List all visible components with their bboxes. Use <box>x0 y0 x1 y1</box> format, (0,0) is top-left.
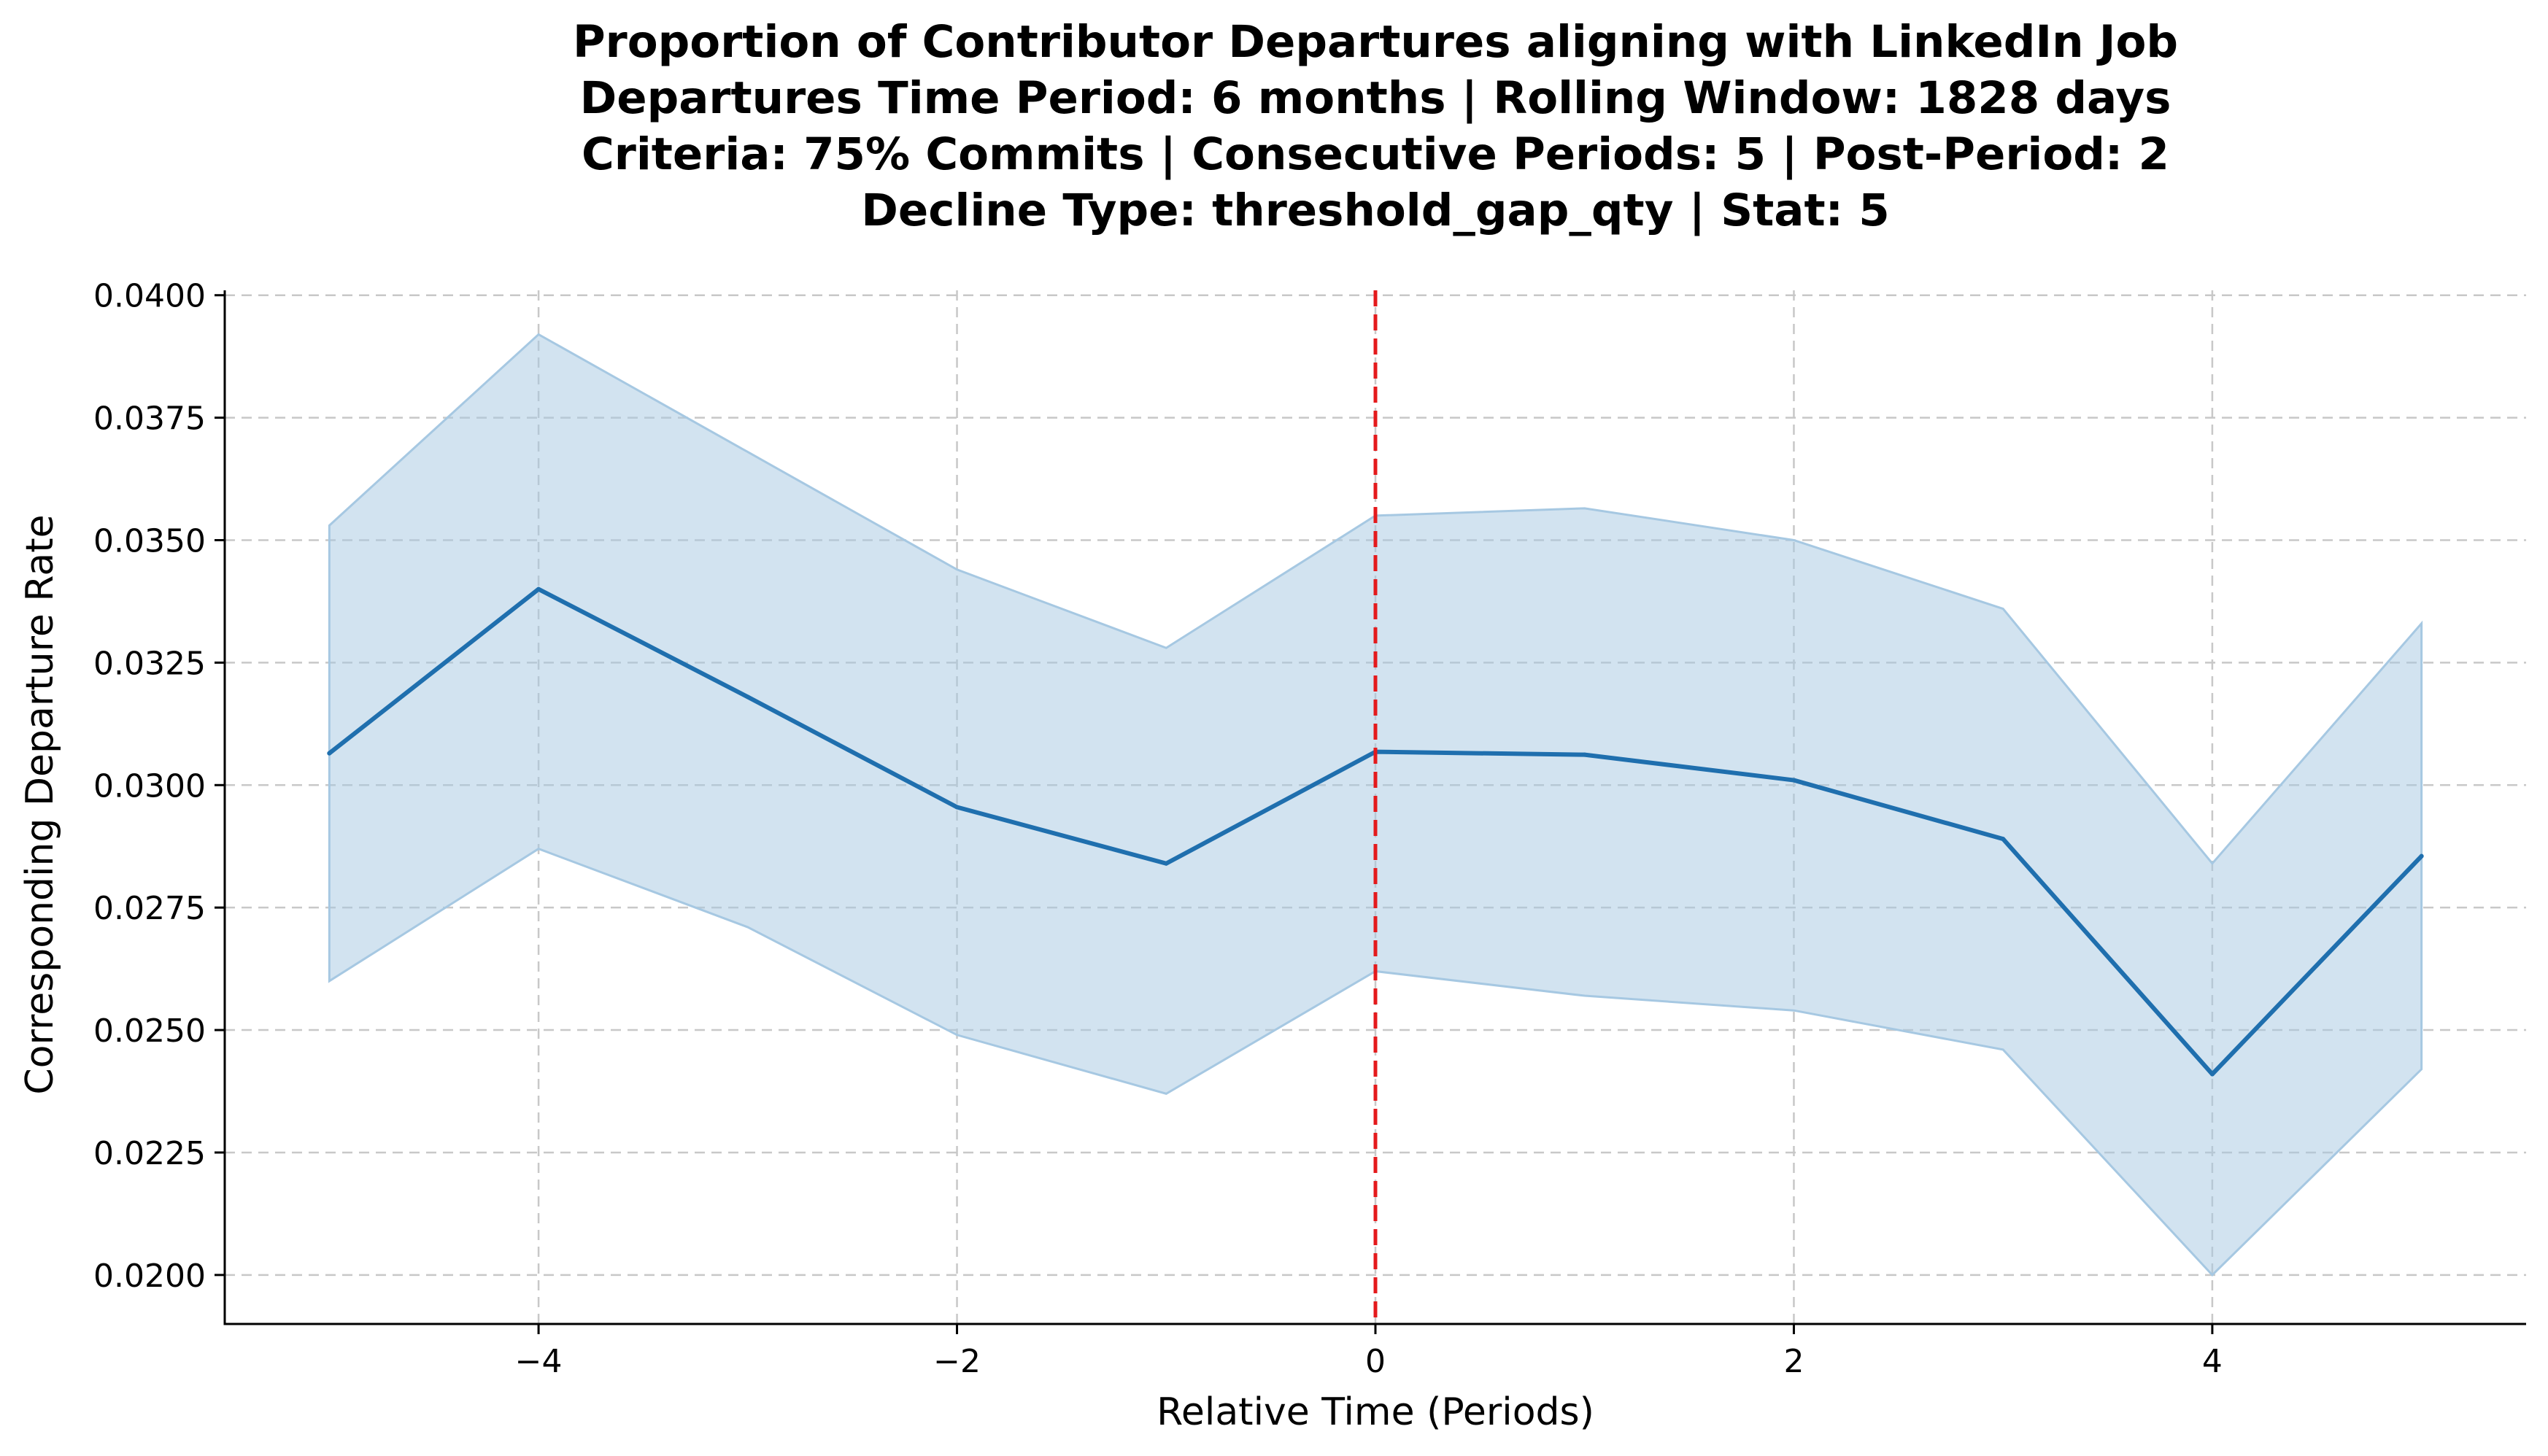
data-point-9 <box>2209 1072 2215 1077</box>
x-tick-label-3: 2 <box>1783 1343 1804 1380</box>
y-tick-label-7: 0.0375 <box>93 400 206 438</box>
title-line-2: Departures Time Period: 6 months | Rolli… <box>580 72 2171 124</box>
x-tick-label-0: −4 <box>515 1343 563 1380</box>
data-point-4 <box>1164 861 1169 866</box>
x-tick-label-4: 4 <box>2202 1343 2223 1380</box>
title-line-3: Criteria: 75% Commits | Consecutive Peri… <box>582 128 2169 180</box>
data-point-3 <box>954 805 960 810</box>
y-axis-label: Corresponding Departure Rate <box>18 514 62 1094</box>
title-line-1: Proportion of Contributor Departures ali… <box>573 16 2178 68</box>
y-ticks: 0.0200 0.0225 0.0250 0.0275 0.0300 0.0325 0.03… <box>93 278 225 1295</box>
title-line-4: Decline Type: threshold_gap_qty | Stat: … <box>861 185 1889 236</box>
y-tick-label-1: 0.0225 <box>93 1135 206 1172</box>
x-tick-label-2: 0 <box>1365 1343 1386 1380</box>
x-axis-label: Relative Time (Periods) <box>1157 1390 1594 1434</box>
x-ticks: −4 −2 0 2 4 <box>515 1324 2223 1380</box>
data-point-0 <box>327 751 332 756</box>
y-tick-label-0: 0.0200 <box>93 1258 206 1295</box>
data-point-7 <box>1791 778 1796 783</box>
y-tick-label-3: 0.0275 <box>93 890 206 927</box>
y-tick-label-6: 0.0350 <box>93 522 206 559</box>
y-tick-label-5: 0.0325 <box>93 645 206 682</box>
data-point-2 <box>745 694 750 700</box>
x-tick-label-1: −2 <box>933 1343 981 1380</box>
y-tick-label-4: 0.0300 <box>93 767 206 805</box>
y-tick-label-8: 0.0400 <box>93 278 206 315</box>
data-point-8 <box>2001 837 2006 842</box>
data-point-10 <box>2419 853 2424 859</box>
data-point-6 <box>1582 752 1587 757</box>
chart-title: Proportion of Contributor Departures ali… <box>573 16 2178 236</box>
y-tick-label-2: 0.0250 <box>93 1012 206 1050</box>
data-point-1 <box>536 586 541 592</box>
